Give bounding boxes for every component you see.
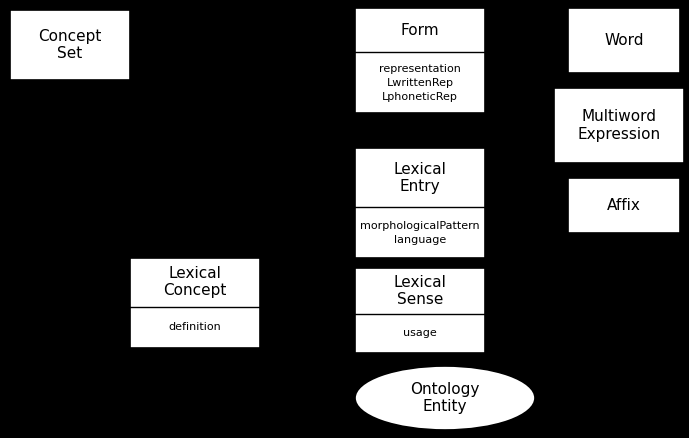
FancyBboxPatch shape: [568, 8, 680, 73]
Text: Form: Form: [401, 22, 440, 38]
FancyBboxPatch shape: [355, 268, 485, 353]
Text: definition: definition: [169, 322, 221, 332]
FancyBboxPatch shape: [568, 178, 680, 233]
Text: usage: usage: [403, 328, 437, 339]
Text: morphologicalPattern
language: morphologicalPattern language: [360, 221, 480, 245]
Text: Concept
Set: Concept Set: [39, 29, 102, 61]
FancyBboxPatch shape: [355, 8, 485, 113]
Text: Lexical
Sense: Lexical Sense: [393, 275, 446, 307]
Text: Affix: Affix: [607, 198, 641, 213]
FancyBboxPatch shape: [554, 88, 684, 163]
FancyBboxPatch shape: [130, 258, 260, 348]
Text: Lexical
Concept: Lexical Concept: [163, 266, 227, 299]
Text: Ontology
Entity: Ontology Entity: [411, 382, 480, 414]
FancyBboxPatch shape: [10, 10, 130, 80]
FancyBboxPatch shape: [355, 148, 485, 258]
Text: representation
LwrittenRep
LphoneticRep: representation LwrittenRep LphoneticRep: [379, 64, 461, 102]
Ellipse shape: [355, 366, 535, 430]
Text: Word: Word: [604, 33, 644, 48]
Text: Lexical
Entry: Lexical Entry: [393, 162, 446, 194]
Text: Multiword
Expression: Multiword Expression: [577, 110, 661, 142]
